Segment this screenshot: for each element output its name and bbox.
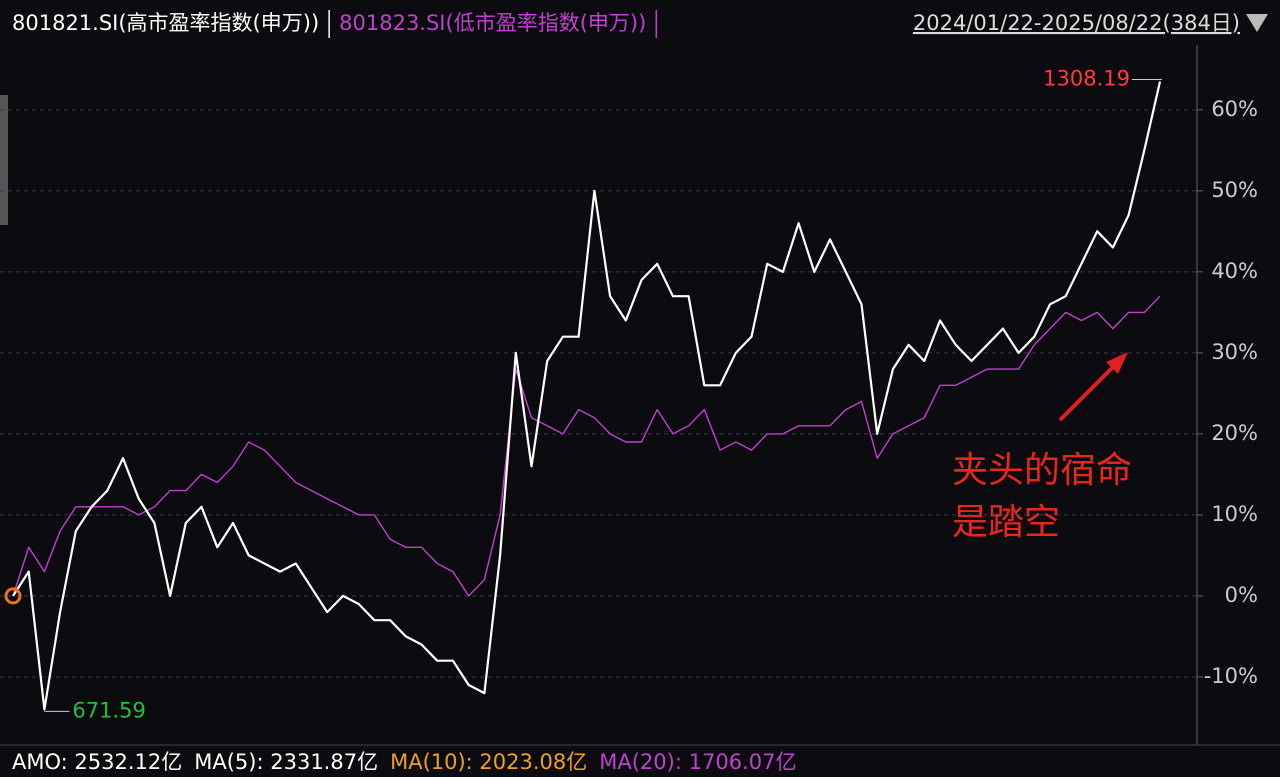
y-tick-label: 40% [1211, 259, 1258, 283]
max-label: 1308.19 [1043, 66, 1130, 90]
y-tick-label: 30% [1211, 340, 1258, 364]
dropdown-icon[interactable] [1246, 14, 1268, 32]
y-tick-label: 20% [1211, 421, 1258, 445]
series-name: 801823.SI(低市盈率指数(申万)) [339, 11, 646, 35]
annotation: 是踏空 [952, 502, 1060, 543]
date-range[interactable]: 2024/01/22-2025/08/22(384日) [913, 11, 1240, 35]
y-tick-label: -10% [1204, 664, 1258, 688]
arrow-head [1106, 352, 1128, 374]
footer-stat: AMO: 2532.12亿 [12, 750, 182, 774]
series-name: 801821.SI(高市盈率指数(申万)) [12, 11, 319, 35]
min-label: 671.59 [72, 698, 145, 722]
side-tab [0, 95, 8, 225]
series-line [12, 81, 1162, 711]
footer-stat: MA(10): 2023.08亿 [390, 750, 587, 774]
arrow [1058, 358, 1122, 422]
y-tick-label: 10% [1211, 502, 1258, 526]
y-tick-label: 60% [1211, 97, 1258, 121]
footer-stat: MA(20): 1706.07亿 [599, 750, 796, 774]
y-tick-label: 50% [1211, 178, 1258, 202]
series-line [12, 295, 1161, 597]
start-marker [4, 587, 22, 605]
y-tick-label: 0% [1225, 583, 1258, 607]
annotation: 夹头的宿命 [952, 450, 1132, 491]
footer-stat: MA(5): 2331.87亿 [194, 750, 378, 774]
